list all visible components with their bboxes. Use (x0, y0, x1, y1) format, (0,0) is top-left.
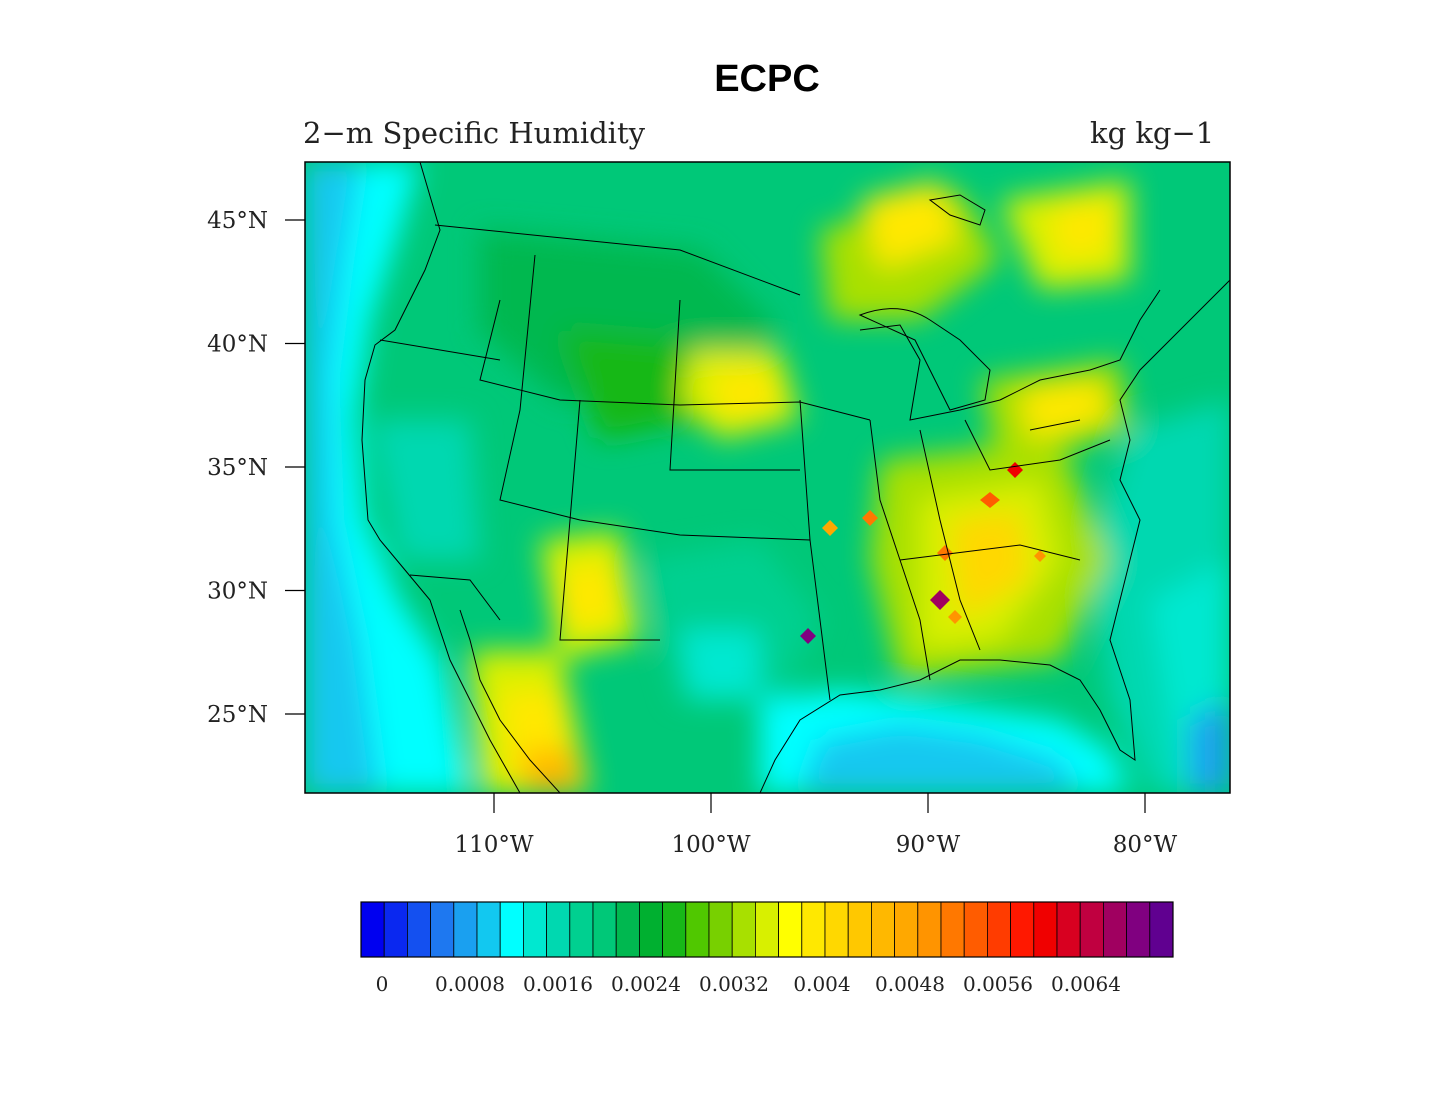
colorbar-label: 0.0016 (523, 972, 593, 996)
colorbar-swatch (1010, 901, 1035, 958)
colorbar-label: 0.0008 (435, 972, 505, 996)
latitude-axis: 45°N 40°N 35°N 30°N 25°N (207, 208, 305, 728)
colorbar-swatch (662, 901, 687, 958)
lon-tick-label: 90°W (896, 832, 961, 858)
lat-tick-label: 40°N (207, 332, 268, 358)
colorbar-swatch (546, 901, 571, 958)
lat-tick-label: 25°N (207, 702, 268, 728)
humidity-field (305, 162, 1230, 793)
colorbar-frame (360, 901, 1174, 958)
colorbar-swatch (1079, 901, 1104, 958)
colorbar-swatch (940, 901, 965, 958)
colorbar-swatch (615, 901, 640, 958)
colorbar-swatch (801, 901, 826, 958)
lat-tick-label: 35°N (207, 455, 268, 481)
map-frame (304, 161, 1231, 794)
colorbar-swatch (894, 901, 919, 958)
lon-tick-label: 80°W (1113, 832, 1178, 858)
colorbar-swatch (430, 901, 455, 958)
variable-name: 2−m Specific Humidity (303, 116, 645, 150)
colorbar-swatch (639, 901, 664, 958)
colorbar-swatch (917, 901, 942, 958)
longitude-axis: 110°W 100°W 90°W 80°W (454, 793, 1178, 858)
colorbar-swatch (708, 901, 733, 958)
colorbar-swatch (1103, 901, 1128, 958)
colorbar-swatch (383, 901, 408, 958)
colorbar-swatch (1033, 901, 1058, 958)
colorbar-swatch (569, 901, 594, 958)
colorbar-swatch (499, 901, 524, 958)
colorbar-swatch (987, 901, 1012, 958)
colorbar-swatch (731, 901, 756, 958)
colorbar-swatch (592, 901, 617, 958)
lat-tick-label: 45°N (207, 208, 268, 234)
colorbar-swatch (1149, 901, 1174, 958)
colorbar-label: 0.0032 (699, 972, 769, 996)
colorbar-swatch (523, 901, 548, 958)
colorbar-swatch (360, 901, 385, 958)
colorbar-swatch (847, 901, 872, 958)
colorbar-label: 0.0064 (1051, 972, 1121, 996)
lon-tick-label: 100°W (671, 832, 750, 858)
colorbar-swatch (824, 901, 849, 958)
colorbar-swatch (1056, 901, 1081, 958)
colorbar-swatch (476, 901, 501, 958)
colorbar-swatch (1126, 901, 1151, 958)
map-outlines (361, 162, 1230, 793)
colorbar-swatch (871, 901, 896, 958)
colorbar-label: 0 (376, 972, 389, 996)
units-label: kg kg−1 (1090, 116, 1215, 150)
colorbar-swatch (778, 901, 803, 958)
colorbar-label: 0.0048 (875, 972, 945, 996)
colorbar-swatch (755, 901, 780, 958)
colorbar-label: 0.004 (793, 972, 850, 996)
colorbar-swatch (963, 901, 988, 958)
colorbar-swatch (406, 901, 431, 958)
colorbar-swatch (685, 901, 710, 958)
colorbar: 0 0.0008 0.0016 0.0024 0.0032 0.004 0.0048 0.00… (360, 901, 1174, 996)
lon-tick-label: 110°W (454, 832, 533, 858)
lat-tick-label: 30°N (207, 579, 268, 605)
colorbar-label: 0.0024 (611, 972, 681, 996)
humidity-hotspots (800, 462, 1046, 644)
colorbar-label: 0.0056 (963, 972, 1033, 996)
colorbar-swatch (453, 901, 478, 958)
plot-title: ECPC (714, 58, 820, 100)
